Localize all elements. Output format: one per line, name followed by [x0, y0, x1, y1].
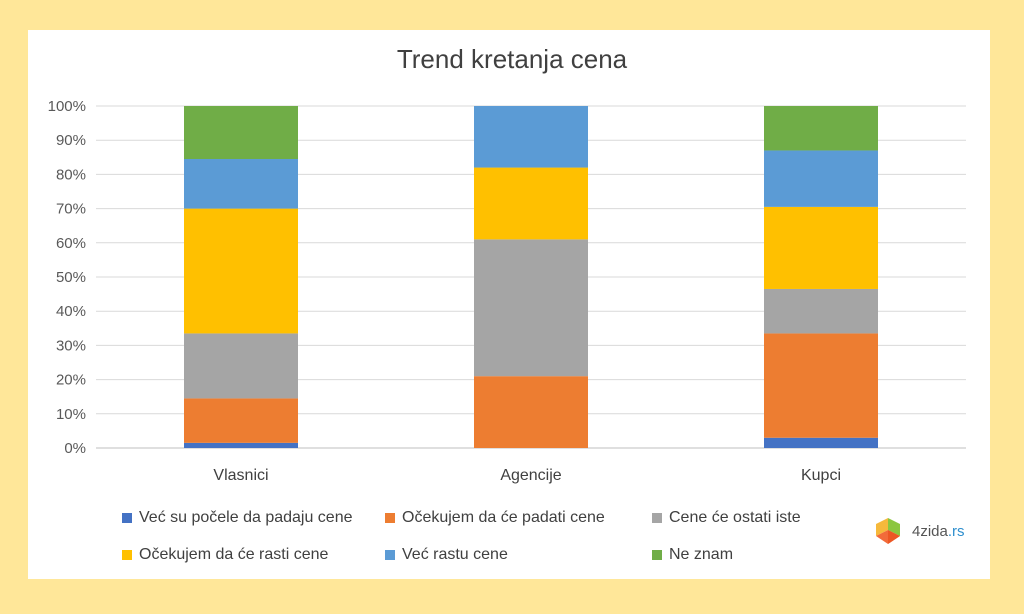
y-tick-label: 20% — [56, 372, 86, 389]
bar-segment-0-2 — [184, 333, 298, 399]
bar-segment-0-3 — [184, 208, 298, 334]
legend-item: Ne znam — [652, 546, 733, 564]
chart-title: Trend kretanja cena — [396, 44, 628, 74]
legend-swatch — [652, 550, 662, 560]
bar-segment-0-5 — [184, 106, 298, 160]
bar-segment-2-2 — [764, 288, 878, 334]
legend-item: Već rastu cene — [385, 546, 508, 564]
bar-segment-0-1 — [184, 398, 298, 443]
logo: 4zida.rs — [872, 506, 982, 556]
cube-logo-icon — [876, 518, 900, 544]
bar-segment-1-2 — [474, 239, 588, 377]
legend-label: Očekujem da će padati cene — [402, 509, 605, 526]
bar-segment-1-4 — [474, 106, 588, 168]
logo-tld: .rs — [947, 522, 965, 540]
y-tick-label: 90% — [56, 132, 86, 149]
y-tick-label: 0% — [64, 440, 86, 457]
legend-item: Očekujem da će padati cene — [385, 509, 605, 527]
y-tick-label: 30% — [56, 337, 86, 354]
bar-segment-2-4 — [764, 150, 878, 207]
legend-label: Ne znam — [669, 546, 734, 563]
legend-item: Cene će ostati iste — [652, 509, 801, 527]
legend-label: Već su počele da padaju cene — [139, 509, 353, 526]
legend-swatch — [122, 513, 132, 523]
legend-swatch — [385, 513, 395, 523]
logo-name: 4zida — [912, 522, 948, 540]
y-tick-label: 100% — [48, 98, 86, 115]
bar-segment-2-1 — [764, 333, 878, 438]
bar-segment-1-3 — [474, 167, 588, 240]
y-tick-label: 70% — [56, 201, 86, 218]
legend-label: Očekujem da će rasti cene — [139, 546, 329, 563]
y-tick-label: 60% — [56, 235, 86, 252]
bar-segment-0-0 — [184, 442, 298, 448]
bar-segment-2-5 — [764, 106, 878, 151]
y-tick-label: 10% — [56, 406, 86, 423]
y-tick-label: 40% — [56, 303, 86, 320]
legend-label: Cene će ostati iste — [669, 509, 801, 526]
legend-item: Već su počele da padaju cene — [122, 509, 353, 527]
legend-label: Već rastu cene — [402, 546, 508, 563]
bar-segment-0-4 — [184, 159, 298, 209]
legend-item: Očekujem da će rasti cene — [122, 546, 328, 564]
legend-swatch — [122, 550, 132, 560]
legend-swatch — [385, 550, 395, 560]
legend-swatch — [652, 513, 662, 523]
bar-segment-1-1 — [474, 376, 588, 448]
bar-segment-2-3 — [764, 206, 878, 289]
x-tick-label: Agencije — [500, 467, 561, 484]
x-tick-label: Kupci — [801, 467, 841, 484]
x-tick-label: Vlasnici — [213, 467, 268, 484]
y-tick-label: 80% — [56, 166, 86, 183]
bar-segment-2-0 — [764, 437, 878, 448]
y-tick-label: 50% — [56, 269, 86, 286]
